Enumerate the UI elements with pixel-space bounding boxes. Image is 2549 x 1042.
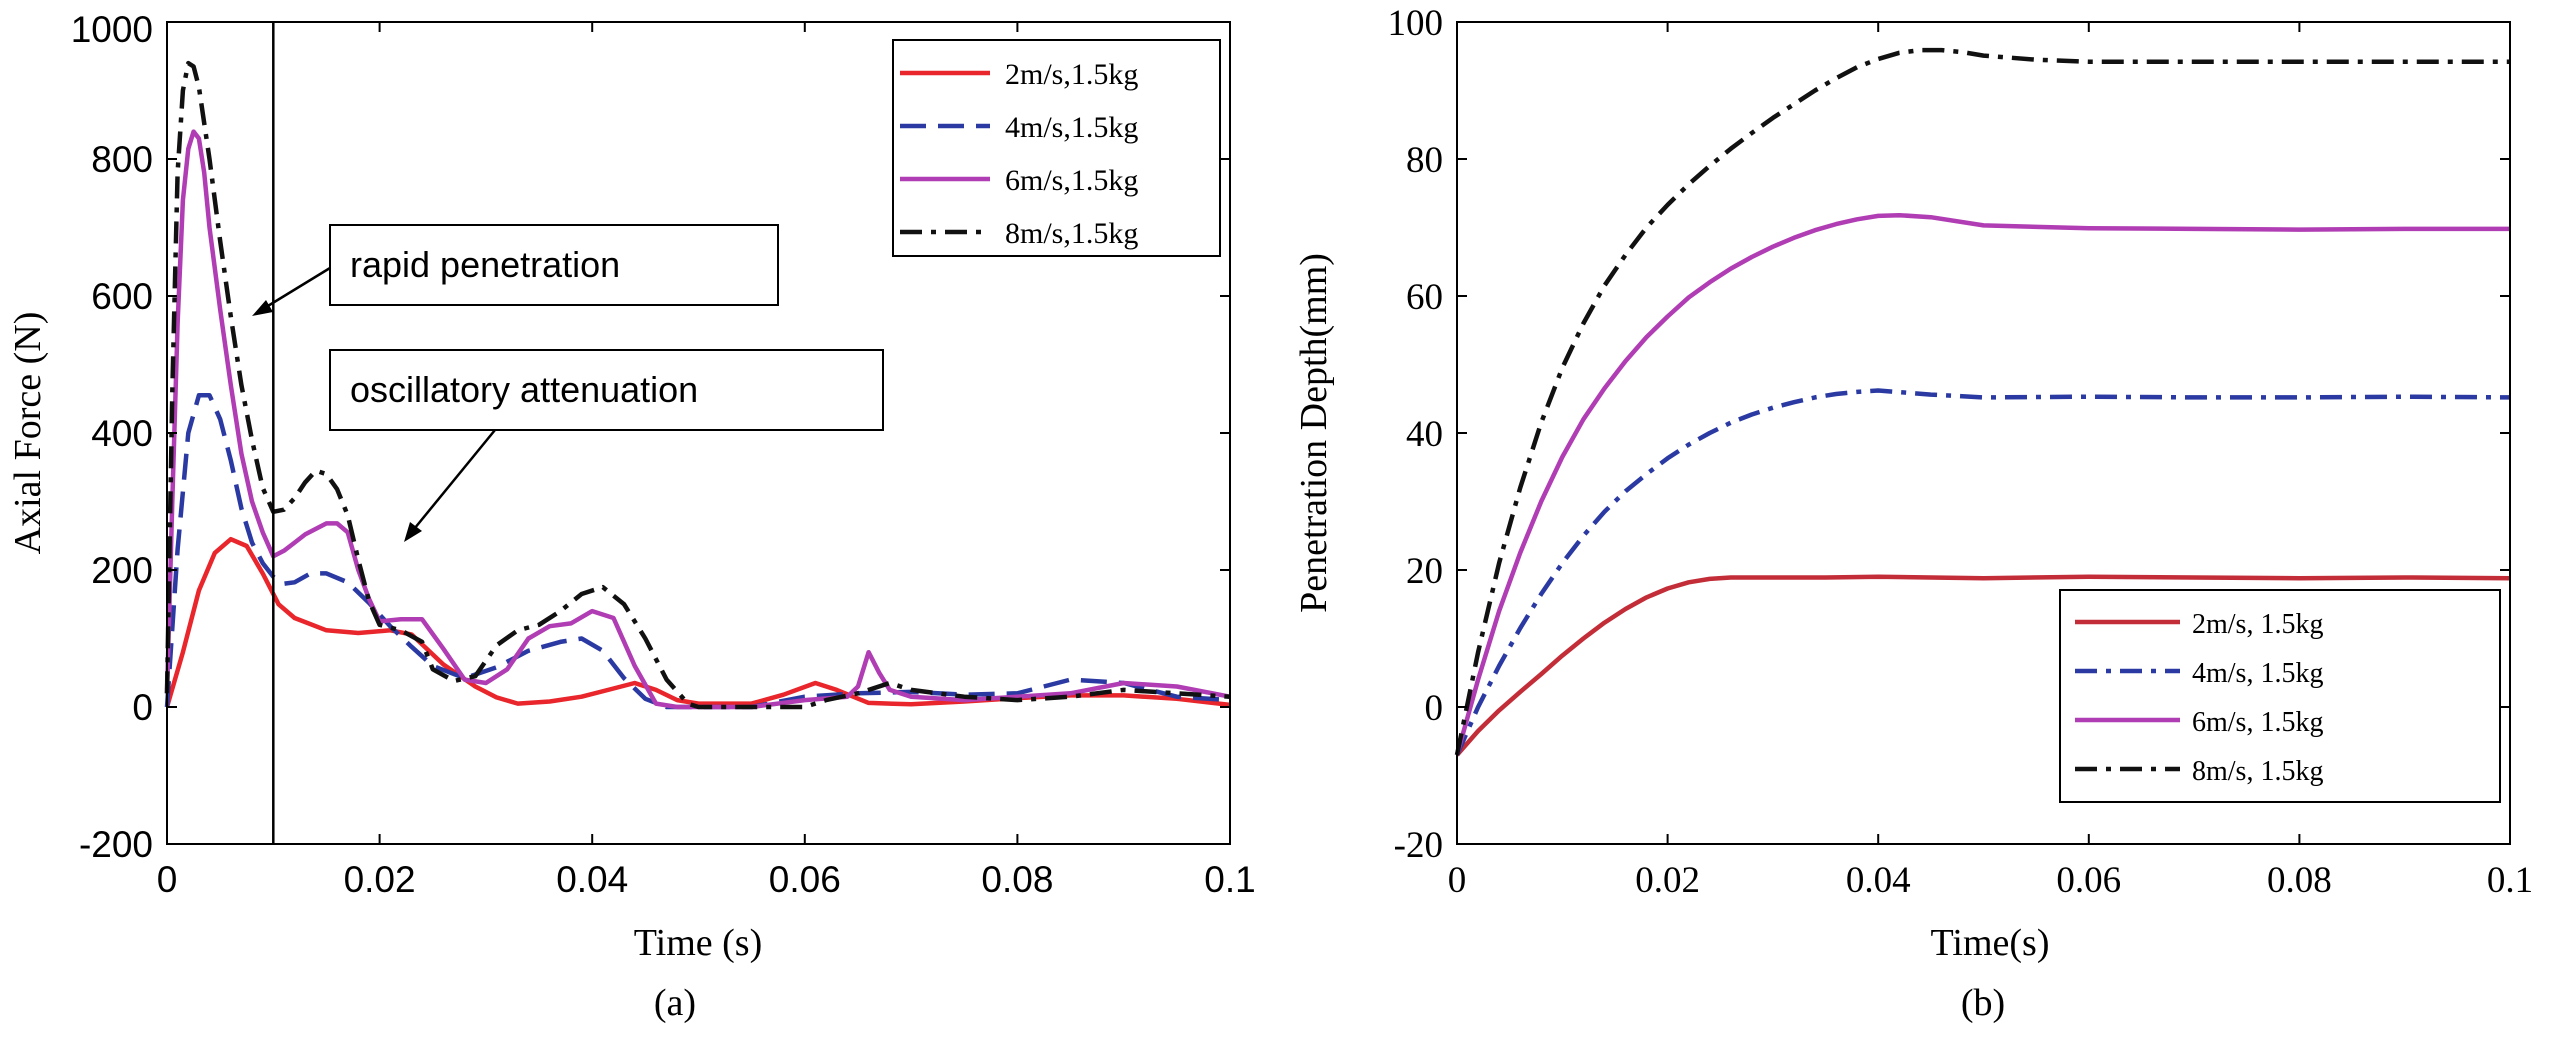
annotation-rapid-penetration-arrow bbox=[257, 266, 331, 314]
annotation-rapid-penetration-box bbox=[329, 224, 779, 306]
chart-a-ytick-label: 1000 bbox=[71, 9, 153, 50]
chart-b-ytick-label: 80 bbox=[1406, 140, 1443, 181]
chart-b-legend-label-3: 6m/s, 1.5kg bbox=[2192, 707, 2323, 738]
chart-b-legend-items: 2m/s, 1.5kg 4m/s, 1.5kg 6m/s, 1.5kg 8m/s, 1… bbox=[2075, 609, 2323, 787]
chart-a-panel-label: (a) bbox=[654, 982, 696, 1024]
chart-b-series-line-4 bbox=[1454, 47, 2510, 756]
annotation-oscillatory-attenuation: oscillatory attenuation bbox=[329, 349, 884, 542]
chart-b-ytick-label: 20 bbox=[1406, 551, 1443, 592]
chart-a-series-line-4 bbox=[164, 60, 1231, 710]
chart-a-ytick-label: 800 bbox=[91, 139, 153, 180]
chart-a-xtick-label: 0.06 bbox=[769, 859, 841, 900]
chart-a-ytick-label: 600 bbox=[91, 276, 153, 317]
chart-b-series-group bbox=[1454, 47, 2511, 757]
chart-b-xtick-label: 0.02 bbox=[1635, 860, 1700, 901]
chart-a-ytick-label: 0 bbox=[132, 687, 153, 728]
chart-a-xtick-label: 0.1 bbox=[1204, 859, 1255, 900]
chart-a-legend-items: 2m/s,1.5kg 4m/s,1.5kg 6m/s,1.5kg 8m/s,1.5kg bbox=[900, 58, 1138, 250]
annotation-oscillatory-attenuation-arrow bbox=[409, 429, 496, 535]
chart-b-panel-label: (b) bbox=[1961, 982, 2005, 1024]
chart-b-legend: 2m/s, 1.5kg 4m/s, 1.5kg 6m/s, 1.5kg 8m/s, 1… bbox=[2059, 589, 2501, 803]
chart-b-x-ticks: 0 0.02 0.04 0.06 0.08 0.1 bbox=[1448, 22, 2533, 901]
chart-a-legend-box bbox=[892, 39, 1221, 257]
chart-a-y-ticks: -200 0 200 400 600 800 1000 bbox=[71, 9, 1230, 865]
chart-a-ytick-label: 400 bbox=[91, 413, 153, 454]
chart-a-legend: 2m/s,1.5kg 4m/s,1.5kg 6m/s,1.5kg 8m/s,1.5kg bbox=[892, 39, 1221, 257]
chart-a-legend-label-2: 4m/s,1.5kg bbox=[1005, 111, 1138, 144]
chart-b-legend-label-2: 4m/s, 1.5kg bbox=[2192, 658, 2323, 689]
chart-a-x-ticks: 0 0.02 0.04 0.06 0.08 0.1 bbox=[157, 22, 1256, 900]
chart-b-legend-label-4: 8m/s, 1.5kg bbox=[2192, 756, 2323, 787]
chart-a-legend-label-1: 2m/s,1.5kg bbox=[1005, 58, 1138, 91]
chart-a-series-line-3 bbox=[164, 129, 1231, 710]
chart-a-series-group bbox=[164, 60, 1231, 710]
chart-b-legend-label-1: 2m/s, 1.5kg bbox=[2192, 609, 2323, 640]
chart-a-ylabel: Axial Force (N) bbox=[7, 312, 49, 555]
chart-a: 0 0.02 0.04 0.06 0.08 0.1 -200020040060080010… bbox=[7, 9, 1256, 1024]
chart-b-ytick-label: 0 bbox=[1425, 688, 1444, 729]
chart-a-xtick-label: 0.08 bbox=[981, 859, 1053, 900]
chart-b-ytick-label: 100 bbox=[1388, 3, 1444, 44]
chart-b-xtick-label: 0.06 bbox=[2056, 860, 2121, 901]
chart-a-ytick-label: 200 bbox=[91, 550, 153, 591]
chart-b-legend-box bbox=[2059, 589, 2501, 803]
chart-a-series-line-2 bbox=[164, 393, 1231, 710]
annotation-oscillatory-attenuation-text: oscillatory attenuation bbox=[350, 369, 698, 410]
chart-b-xtick-label: 0.04 bbox=[1846, 860, 1911, 901]
annotation-rapid-penetration: rapid penetration bbox=[252, 224, 779, 316]
chart-b-xtick-label: 0.08 bbox=[2267, 860, 2332, 901]
chart-a-xtick-label: 0.02 bbox=[344, 859, 416, 900]
annotation-oscillatory-attenuation-box bbox=[329, 349, 884, 431]
chart-b-series-line-1 bbox=[1455, 574, 2511, 757]
chart-b-series-line-3 bbox=[1454, 212, 2510, 756]
chart-a-xlabel: Time (s) bbox=[634, 922, 762, 964]
chart-b-ytick-label: -20 bbox=[1394, 825, 1443, 866]
chart-b-y-ticks: -20 0 20 40 60 80 100 bbox=[1388, 3, 2510, 866]
chart-a-xtick-label: 0 bbox=[157, 859, 178, 900]
chart-b-ytick-label: 60 bbox=[1406, 277, 1443, 318]
chart-b-ytick-label: 40 bbox=[1406, 414, 1443, 455]
chart-a-legend-label-4: 8m/s,1.5kg bbox=[1005, 217, 1138, 250]
annotation-oscillatory-attenuation-arrowhead bbox=[404, 522, 422, 542]
chart-a-series-line-1 bbox=[164, 536, 1231, 708]
annotation-rapid-penetration-text: rapid penetration bbox=[350, 244, 620, 285]
chart-b-xtick-label: 0 bbox=[1448, 860, 1467, 901]
chart-a-xtick-label: 0.04 bbox=[556, 859, 628, 900]
chart-b-xlabel: Time(s) bbox=[1931, 922, 2050, 964]
chart-b-ylabel: Penetration Depth(mm) bbox=[1293, 253, 1335, 613]
chart-b-series-line-2 bbox=[1454, 388, 2511, 756]
annotation-rapid-penetration-arrowhead bbox=[252, 300, 273, 316]
chart-a-legend-label-3: 6m/s,1.5kg bbox=[1005, 164, 1138, 197]
chart-a-ytick-label: -200 bbox=[79, 824, 153, 865]
chart-b-xtick-label: 0.1 bbox=[2487, 860, 2533, 901]
